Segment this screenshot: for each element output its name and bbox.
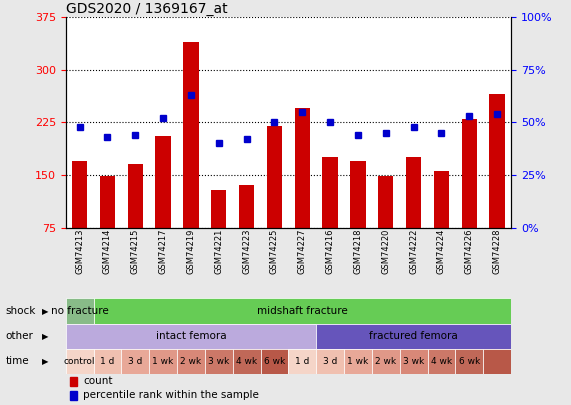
Text: midshaft fracture: midshaft fracture: [257, 306, 348, 316]
Text: fractured femora: fractured femora: [369, 331, 458, 341]
Text: intact femora: intact femora: [156, 331, 226, 341]
Bar: [149, 349, 177, 374]
Text: 3 d: 3 d: [323, 357, 337, 366]
Bar: [295, 108, 310, 228]
Bar: [316, 324, 511, 349]
Bar: [316, 349, 344, 374]
Text: 3 wk: 3 wk: [403, 357, 424, 366]
Bar: [66, 324, 316, 349]
Bar: [267, 126, 282, 228]
Bar: [378, 176, 393, 228]
Bar: [66, 298, 94, 324]
Bar: [155, 136, 171, 228]
Bar: [127, 164, 143, 228]
Bar: [70, 377, 77, 386]
Bar: [372, 349, 400, 374]
Text: 4 wk: 4 wk: [236, 357, 257, 366]
Text: 1 wk: 1 wk: [347, 357, 368, 366]
Bar: [100, 176, 115, 228]
Text: other: other: [6, 331, 34, 341]
Bar: [211, 190, 227, 228]
Bar: [434, 171, 449, 228]
Text: 3 d: 3 d: [128, 357, 142, 366]
Bar: [66, 349, 94, 374]
Text: percentile rank within the sample: percentile rank within the sample: [83, 390, 259, 401]
Bar: [122, 349, 149, 374]
Bar: [461, 119, 477, 228]
Bar: [260, 349, 288, 374]
Text: 1 wk: 1 wk: [152, 357, 174, 366]
Bar: [344, 349, 372, 374]
Bar: [177, 349, 205, 374]
Text: ▶: ▶: [42, 332, 49, 341]
Bar: [323, 158, 338, 228]
Bar: [183, 42, 199, 228]
Text: control: control: [64, 357, 95, 366]
Bar: [456, 349, 483, 374]
Text: 1 d: 1 d: [295, 357, 309, 366]
Bar: [350, 161, 365, 228]
Text: ▶: ▶: [42, 357, 49, 366]
Bar: [94, 349, 122, 374]
Text: count: count: [83, 376, 113, 386]
Text: 6 wk: 6 wk: [264, 357, 285, 366]
Text: 6 wk: 6 wk: [459, 357, 480, 366]
Bar: [288, 349, 316, 374]
Bar: [70, 391, 77, 400]
Text: shock: shock: [6, 306, 36, 316]
Text: time: time: [6, 356, 29, 366]
Bar: [233, 349, 260, 374]
Text: no fracture: no fracture: [51, 306, 108, 316]
Text: 1 d: 1 d: [100, 357, 115, 366]
Text: 4 wk: 4 wk: [431, 357, 452, 366]
Text: 2 wk: 2 wk: [180, 357, 202, 366]
Bar: [483, 349, 511, 374]
Bar: [406, 158, 421, 228]
Text: GDS2020 / 1369167_at: GDS2020 / 1369167_at: [66, 2, 227, 16]
Bar: [489, 94, 505, 228]
Text: 3 wk: 3 wk: [208, 357, 230, 366]
Bar: [428, 349, 456, 374]
Bar: [72, 161, 87, 228]
Text: 2 wk: 2 wk: [375, 357, 396, 366]
Bar: [400, 349, 428, 374]
Bar: [205, 349, 233, 374]
Bar: [239, 185, 254, 228]
Text: ▶: ▶: [42, 307, 49, 315]
